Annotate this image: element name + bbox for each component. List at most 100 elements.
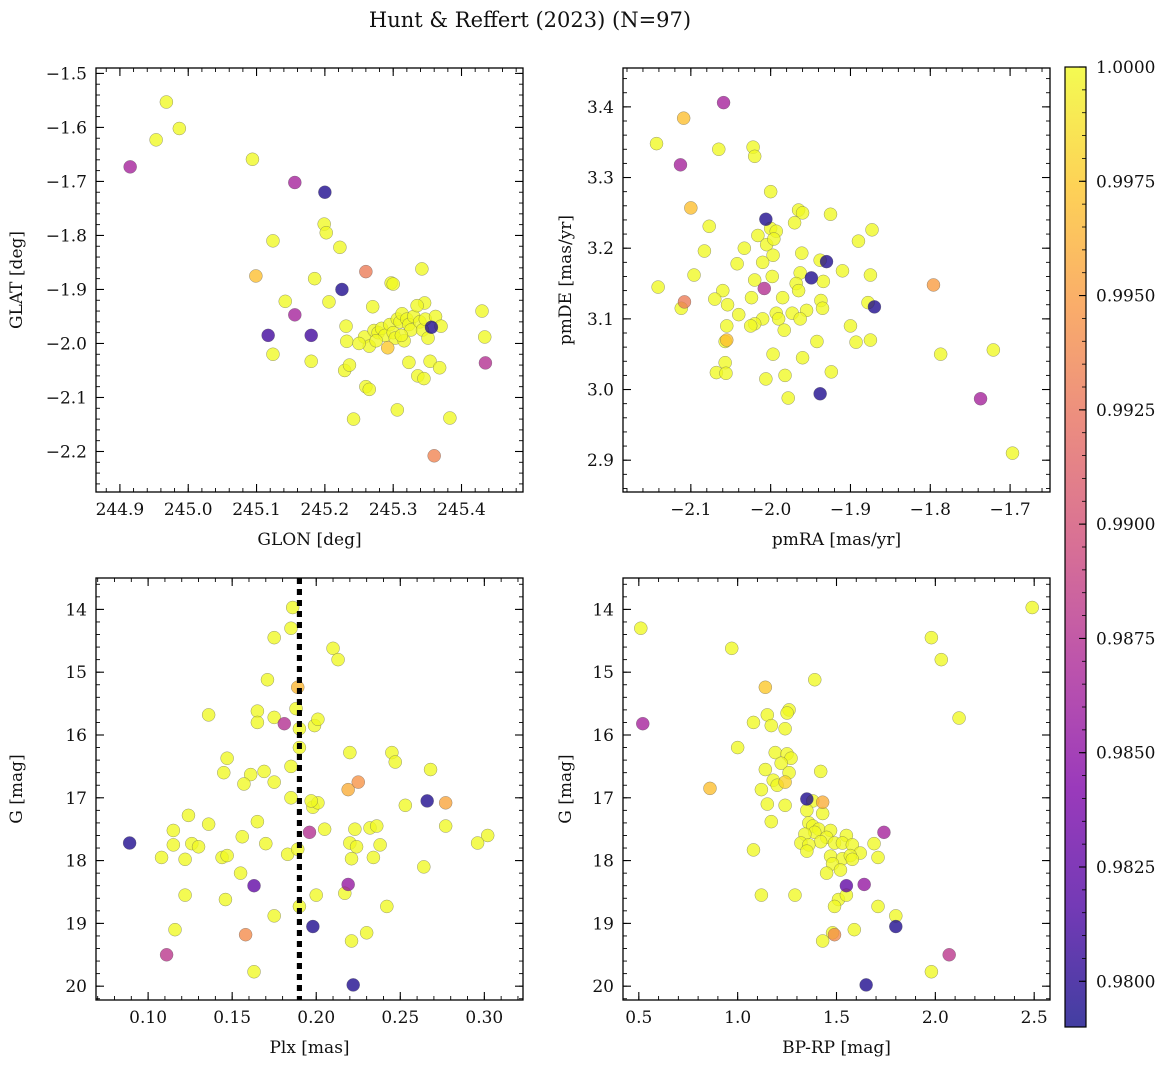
scatter-point — [787, 216, 802, 230]
y-axis-label: G [mag] — [7, 754, 27, 823]
scatter-point — [808, 672, 822, 687]
y-tick-label: −1.8 — [46, 226, 87, 246]
scatter-point — [359, 264, 373, 279]
scatter-point — [759, 372, 773, 386]
colorbar-tick-label: 0.9850 — [1096, 744, 1155, 764]
scatter-point — [758, 680, 773, 695]
x-tick-label: −1.7 — [989, 500, 1030, 520]
scatter-point — [746, 843, 761, 857]
colorbar-tick-label: 1.0000 — [1096, 58, 1155, 78]
scatter-point — [351, 775, 366, 789]
scatter-point — [267, 909, 281, 923]
y-tick-label: −2.1 — [46, 388, 87, 408]
scatter-point — [724, 641, 739, 656]
x-axis-label: BP-RP [mag] — [782, 1038, 891, 1058]
scatter-point — [311, 712, 325, 727]
x-tick-label: 0.5 — [625, 1008, 652, 1028]
scatter-point — [871, 850, 885, 865]
scatter-point — [857, 877, 871, 892]
scatter-point — [380, 341, 395, 355]
scatter-point — [388, 755, 402, 769]
scatter-point — [827, 927, 842, 942]
x-tick-label: −2.0 — [750, 500, 791, 520]
y-tick-label: 3.4 — [587, 98, 614, 118]
scatter-point — [877, 825, 891, 840]
scatter-point — [284, 621, 298, 635]
scatter-point — [795, 246, 809, 260]
scatter-point — [341, 782, 355, 797]
scatter-point — [819, 866, 834, 880]
scatter-point — [703, 781, 717, 796]
scatter-point — [339, 319, 353, 333]
scatter-point — [322, 295, 336, 309]
scatter-point — [774, 756, 788, 771]
scatter-point — [924, 630, 939, 645]
scatter-point — [677, 295, 692, 309]
scatter-point — [793, 312, 807, 326]
scatter-point — [636, 716, 650, 731]
scatter-point — [720, 333, 734, 347]
scatter-point — [764, 814, 779, 829]
scatter-point — [432, 361, 447, 375]
x-tick-label: 245.0 — [164, 500, 213, 520]
y-tick-label: 15 — [65, 663, 87, 683]
scatter-point — [267, 710, 281, 725]
y-axis-label: G [mag] — [556, 754, 576, 823]
scatter-point — [438, 796, 453, 810]
y-tick-label: 19 — [592, 914, 614, 934]
scatter-point — [863, 268, 878, 282]
scatter-point — [730, 256, 744, 271]
scatter-point — [791, 283, 806, 298]
scatter-point — [758, 762, 773, 777]
scatter-point — [266, 347, 280, 362]
scatter-point — [754, 888, 769, 902]
y-tick-label: 17 — [65, 789, 87, 809]
scatter-point — [309, 888, 323, 902]
scatter-point — [780, 706, 794, 720]
colorbar-tick-label: 0.9875 — [1096, 629, 1155, 649]
scatter-point — [795, 350, 810, 365]
scatter-point — [390, 403, 405, 417]
scatter-point — [778, 368, 792, 383]
panel-glon-glat: 244.9 245.0 245.1 245.2 245.3 245.4 −1.5 −1.6 −1… — [7, 64, 524, 550]
scatter-point — [843, 319, 858, 333]
scatter-point — [278, 294, 292, 309]
plot-frame — [95, 577, 524, 1001]
scatter-point — [154, 850, 169, 865]
scatter-point — [702, 219, 716, 234]
y-tick-label: 15 — [592, 663, 614, 683]
scatter-point — [250, 715, 265, 730]
scatter-point — [824, 365, 839, 379]
scatter-point — [480, 828, 495, 843]
scatter-point — [651, 280, 665, 294]
y-tick-label: −1.9 — [46, 280, 87, 300]
scatter-point — [845, 852, 860, 867]
scatter-point — [730, 740, 745, 755]
scatter-point — [342, 358, 357, 372]
scatter-point — [285, 600, 300, 615]
scatter-point — [318, 185, 332, 199]
scatter-point — [478, 356, 493, 370]
scatter-point — [687, 268, 701, 282]
scatter-point — [716, 95, 731, 110]
x-tick-label: 1.0 — [724, 1008, 751, 1028]
x-tick-label: 2.0 — [922, 1008, 949, 1028]
scatter-point — [247, 964, 261, 979]
x-tick-label: 0.20 — [297, 1008, 335, 1028]
scatter-point — [424, 320, 439, 335]
scatter-point — [771, 312, 786, 326]
scatter-point — [304, 328, 318, 343]
y-tick-label: −1.5 — [46, 64, 87, 84]
scatter-point — [267, 630, 281, 645]
scatter-point — [259, 836, 273, 851]
scatter-point — [373, 838, 387, 852]
y-tick-label: −1.7 — [46, 172, 87, 192]
scatter-point — [804, 271, 819, 285]
scatter-point — [266, 234, 280, 248]
scatter-point — [218, 892, 233, 907]
scatter-point — [716, 283, 730, 298]
scatter-point — [754, 782, 769, 797]
y-tick-label: 14 — [65, 600, 87, 620]
scatter-point — [766, 248, 780, 263]
scatter-point — [867, 300, 882, 314]
